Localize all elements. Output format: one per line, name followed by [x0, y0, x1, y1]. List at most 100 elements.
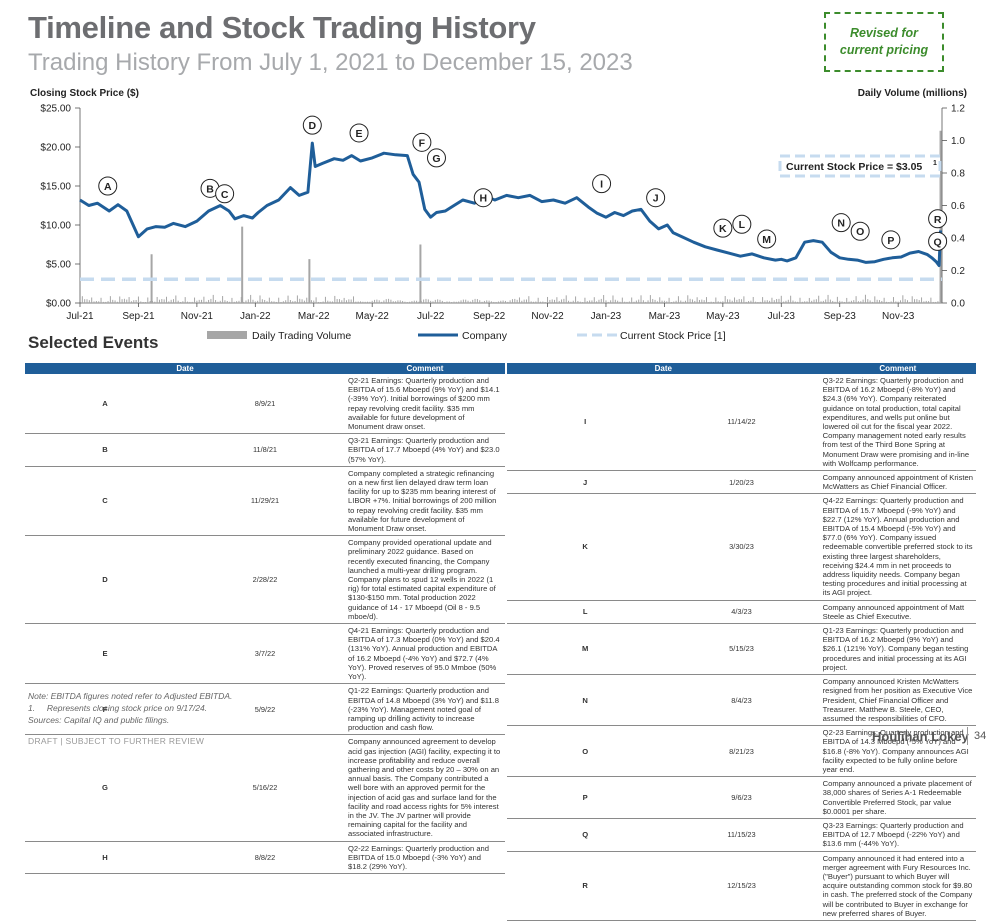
volume-bar: [292, 301, 294, 303]
volume-bar: [413, 300, 415, 303]
volume-bar: [855, 296, 857, 303]
volume-bar: [446, 301, 448, 303]
volume-bar: [287, 295, 289, 303]
volume-bar: [112, 299, 114, 303]
event-comment: Company announced a private placement of…: [819, 776, 976, 819]
event-comment: Q3-21 Earnings: Quarterly production and…: [345, 433, 505, 467]
volume-bar: [247, 299, 249, 303]
volume-bar: [397, 300, 399, 303]
volume-bar: [252, 299, 254, 303]
event-key: E: [25, 623, 185, 685]
event-key: O: [507, 725, 664, 778]
volume-bar: [904, 299, 906, 303]
volume-bar: [271, 301, 273, 303]
volume-bar: [229, 301, 231, 303]
volume-bar: [558, 300, 560, 303]
event-marker-a: [98, 176, 118, 196]
volume-bar: [116, 301, 118, 303]
volume-bar: [411, 301, 413, 303]
volume-bar: [144, 302, 146, 303]
event-comment: Q1-23 Earnings: Quarterly production and…: [819, 623, 976, 676]
volume-bar: [88, 300, 90, 303]
volume-bar: [923, 301, 925, 303]
volume-bar: [705, 297, 707, 303]
event-marker-label: M: [762, 234, 771, 246]
volume-bar: [928, 301, 930, 303]
volume-bar: [467, 300, 469, 303]
volume-bar: [128, 297, 130, 303]
volume-bar: [652, 298, 654, 303]
volume-bar: [299, 298, 301, 303]
page-number: 34: [974, 730, 987, 742]
volume-bar: [635, 300, 637, 303]
y2-tick-label: 0.8: [951, 169, 965, 180]
volume-bar: [825, 299, 827, 303]
volume-bar: [243, 301, 245, 303]
event-marker-label: H: [479, 193, 487, 205]
x-tick-label: Mar-22: [298, 311, 330, 322]
volume-bar: [598, 299, 600, 303]
event-marker-label: Q: [934, 236, 942, 248]
event-marker-f: [412, 132, 432, 152]
volume-bar: [843, 301, 845, 303]
volume-bar: [715, 297, 717, 303]
volume-bar: [385, 299, 387, 303]
volume-bar: [430, 300, 432, 303]
volume-bar: [406, 302, 408, 303]
volume-bar: [114, 300, 116, 303]
volume-bar: [453, 301, 455, 303]
volume-bar: [142, 301, 144, 303]
volume-bar: [399, 300, 401, 303]
volume-bar: [771, 297, 773, 303]
volume-bar: [521, 300, 523, 303]
volume-bar: [871, 301, 873, 303]
volume-bar: [493, 301, 495, 303]
volume-bar: [404, 301, 406, 303]
volume-bar: [275, 301, 277, 303]
volume-bar: [95, 301, 97, 303]
event-key: C: [25, 466, 185, 537]
volume-bar: [217, 301, 219, 303]
volume-bar: [638, 299, 640, 303]
event-marker-label: R: [934, 214, 942, 226]
volume-bar: [360, 301, 362, 303]
y2-tick-label: 0.0: [951, 299, 965, 310]
volume-bar: [458, 301, 460, 303]
volume-bar: [867, 299, 869, 303]
event-key: I: [507, 374, 664, 472]
volume-bar: [677, 296, 679, 303]
volume-bar: [154, 301, 156, 303]
volume-bar: [303, 300, 305, 303]
volume-bar: [731, 300, 733, 303]
event-comment: Company announced agreement to develop a…: [345, 734, 505, 842]
volume-bar: [568, 300, 570, 303]
volume-bar: [797, 301, 799, 303]
volume-bar: [755, 301, 757, 303]
x-tick-label: Nov-21: [181, 311, 214, 322]
volume-bar: [645, 301, 647, 303]
volume-bar: [81, 296, 83, 303]
event-comment: Q4-21 Earnings: Quarterly production and…: [345, 623, 505, 685]
volume-bar: [675, 300, 677, 303]
volume-spike: [419, 244, 422, 303]
volume-bar: [390, 299, 392, 303]
volume-bar: [423, 299, 425, 303]
event-comment: Q2-22 Earnings: Quarterly production and…: [345, 841, 505, 875]
volume-bar: [907, 300, 909, 303]
volume-bar: [829, 299, 831, 303]
volume-bar: [280, 301, 282, 303]
y-tick-label: $20.00: [40, 143, 71, 154]
event-marker-label: F: [419, 137, 426, 149]
event-row-a: A 8/9/21 Q2-21 Earnings: Quarterly product…: [25, 374, 505, 435]
volume-bar: [654, 299, 656, 303]
volume-bar: [712, 301, 714, 303]
stock-chart: Closing Stock Price ($) Daily Volume (mil…: [30, 88, 967, 342]
volume-bar: [572, 300, 574, 303]
event-marker-label: K: [719, 223, 727, 235]
volume-bar: [427, 299, 429, 303]
event-marker-n: [831, 213, 851, 233]
volume-bar: [327, 300, 329, 303]
volume-bar: [787, 299, 789, 303]
volume-bar: [315, 297, 317, 303]
volume-bar: [317, 301, 319, 303]
